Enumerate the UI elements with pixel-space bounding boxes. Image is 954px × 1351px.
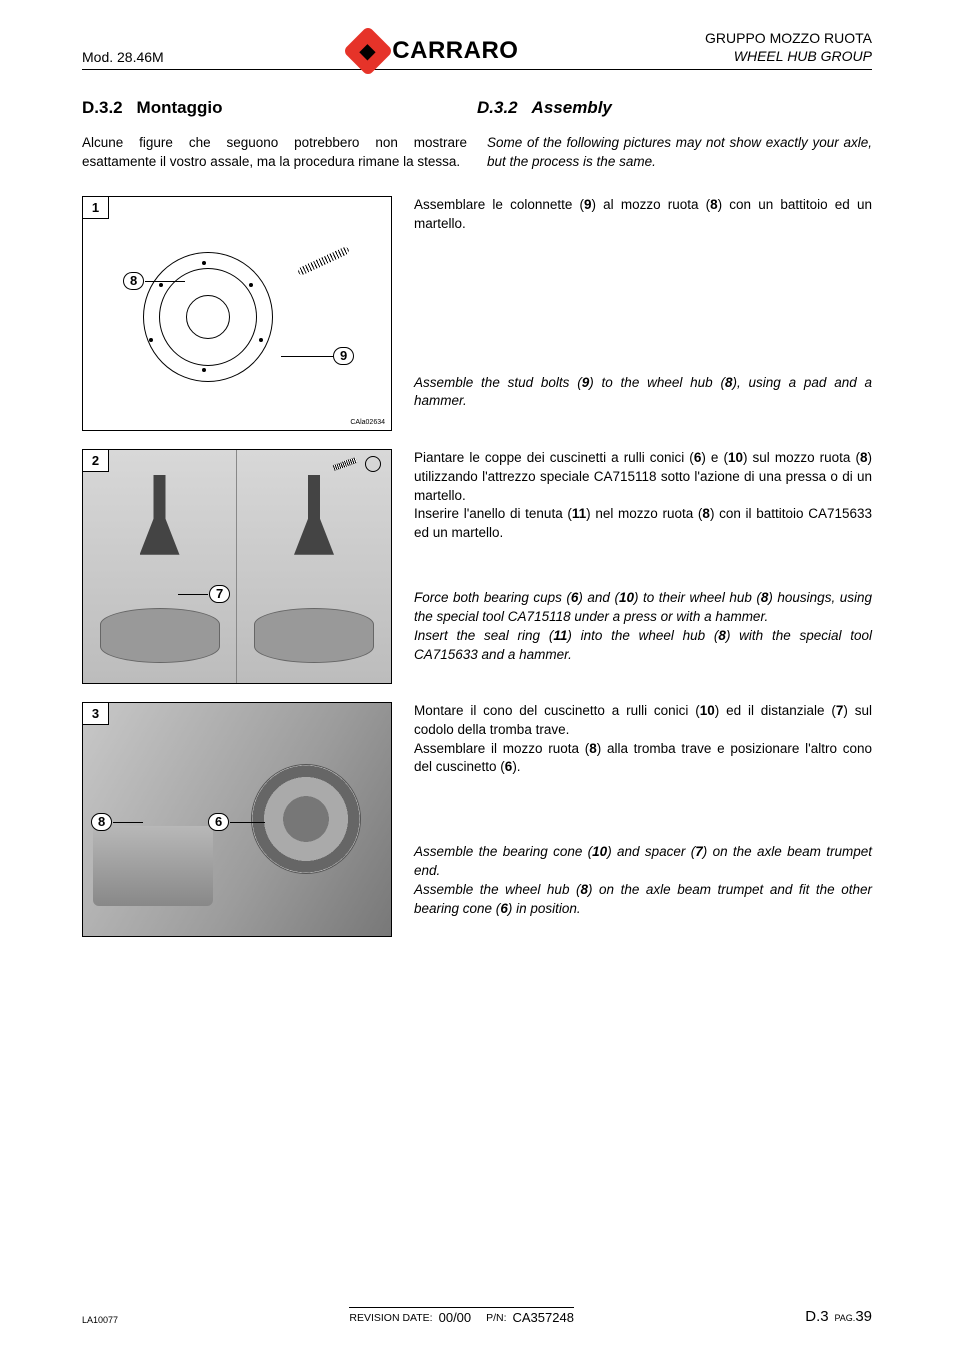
- callout-8: 8: [123, 272, 144, 290]
- callout-line: [113, 822, 143, 823]
- intro-row: Alcune figure che seguono potrebbero non…: [82, 134, 872, 172]
- step-2-en: Force both bearing cups (6) and (10) to …: [414, 589, 872, 665]
- callout-line: [178, 594, 208, 595]
- page-number: 39: [855, 1308, 872, 1325]
- figure-2-corner-icons: [333, 456, 381, 472]
- bearing-ring-icon: [251, 764, 361, 874]
- callout-9: 9: [333, 347, 354, 365]
- section-heading-row: D.3.2 Montaggio D.3.2 Assembly: [82, 98, 872, 118]
- screw-icon: [333, 457, 358, 471]
- step-2-it: Piantare le coppe dei cuscinetti a rulli…: [414, 449, 872, 543]
- pn-label: P/N:: [486, 1312, 506, 1324]
- hub-base-icon: [100, 608, 220, 663]
- brand-logo: ◆ CARRARO: [350, 33, 518, 69]
- brand-name: CARRARO: [392, 37, 518, 65]
- section-number-it: D.3.2: [82, 98, 123, 117]
- step-1: 1 8 9 CAla02634 Assemblare le colonnette…: [82, 196, 872, 431]
- hub-drawing-icon: [143, 252, 273, 382]
- doc-code: LA10077: [82, 1315, 118, 1325]
- figure-3: 3 8 6: [82, 702, 392, 937]
- step-3-en: Assemble the bearing cone (10) and space…: [414, 843, 872, 919]
- figure-2: 2 2 7: [82, 449, 392, 684]
- step-3: 3 8 6 Montare il cono del cuscinetto a r…: [82, 702, 872, 937]
- group-title-it: GRUPPO MOZZO RUOTA: [705, 30, 872, 48]
- step-1-text: Assemblare le colonnette (9) al mozzo ru…: [414, 196, 872, 412]
- group-title: GRUPPO MOZZO RUOTA WHEEL HUB GROUP: [705, 30, 872, 67]
- intro-text-it: Alcune figure che seguono potrebbero non…: [82, 134, 467, 172]
- figure-number: 3: [83, 703, 109, 725]
- rev-date: 00/00: [439, 1310, 472, 1325]
- callout-8: 8: [91, 813, 112, 831]
- callout-6: 6: [208, 813, 229, 831]
- step-2: 2 2 7 Piantare le coppe dei cuscinetti a…: [82, 449, 872, 684]
- section-number-en: D.3.2: [477, 98, 518, 117]
- step-1-en: Assemble the stud bolts (9) to the wheel…: [414, 374, 872, 412]
- pn-value: CA357248: [513, 1310, 574, 1325]
- model-code: Mod. 28.46M: [82, 49, 164, 67]
- section-code: D.3: [805, 1308, 828, 1325]
- page-header: Mod. 28.46M ◆ CARRARO GRUPPO MOZZO RUOTA…: [82, 30, 872, 70]
- footer-right: D.3 PAG.39: [805, 1308, 872, 1325]
- press-tool-icon: [294, 475, 334, 555]
- section-title-it: [127, 98, 136, 117]
- figure-3-photo: [83, 703, 391, 936]
- figure-number: 2: [83, 450, 109, 472]
- intro-text-en: Some of the following pictures may not s…: [487, 134, 872, 172]
- figure-1: 1 8 9 CAla02634: [82, 196, 392, 431]
- step-3-text: Montare il cono del cuscinetto a rulli c…: [414, 702, 872, 919]
- figure-code: CAla02634: [350, 419, 385, 426]
- step-2-text: Piantare le coppe dei cuscinetti a rulli…: [414, 449, 872, 665]
- axle-shaft-icon: [93, 826, 213, 906]
- callout-line: [281, 356, 333, 357]
- hub-base-icon: [254, 608, 374, 663]
- page-footer: LA10077 REVISION DATE: 00/00 P/N: CA3572…: [82, 1307, 872, 1325]
- step-3-it: Montare il cono del cuscinetto a rulli c…: [414, 702, 872, 778]
- ring-icon: [365, 456, 381, 472]
- rev-label: REVISION DATE:: [349, 1312, 432, 1324]
- press-tool-icon: [140, 475, 180, 555]
- group-title-en: WHEEL HUB GROUP: [705, 48, 872, 66]
- stud-bolt-icon: [297, 246, 350, 276]
- figure-2-photo: [83, 450, 391, 683]
- figure-number: 1: [83, 197, 109, 219]
- section-title-en: [522, 98, 531, 117]
- callout-line: [230, 822, 265, 823]
- callout-line: [145, 281, 185, 282]
- callout-7: 7: [209, 585, 230, 603]
- footer-center: REVISION DATE: 00/00 P/N: CA357248: [349, 1307, 574, 1325]
- logo-mark-icon: ◆: [343, 26, 394, 77]
- step-1-it: Assemblare le colonnette (9) al mozzo ru…: [414, 196, 872, 234]
